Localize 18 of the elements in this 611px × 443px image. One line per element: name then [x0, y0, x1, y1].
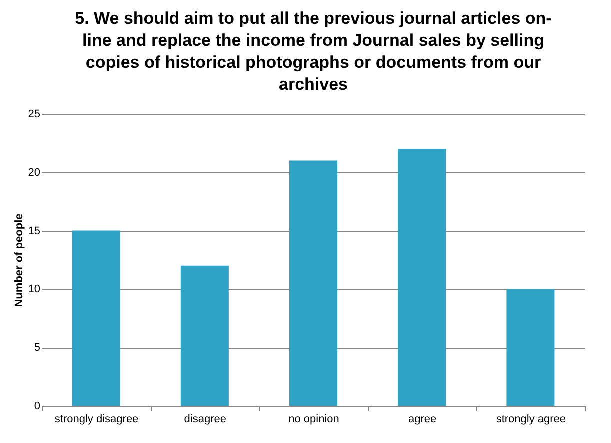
x-tick-label: disagree: [184, 414, 226, 426]
x-tick-label: strongly disagree: [54, 414, 139, 426]
y-tick-label: 20: [28, 166, 40, 179]
y-tick-label: 0: [34, 400, 40, 412]
y-tick-label: 25: [28, 108, 40, 120]
y-tick-label: 15: [28, 225, 40, 238]
bar: [398, 149, 446, 406]
y-axis-title: Number of people: [13, 214, 26, 308]
x-tick-label: no opinion: [288, 414, 340, 426]
bar: [290, 160, 338, 406]
y-tick-label: 10: [28, 284, 40, 296]
chart-title: 5. We should aim to put all the previous journal articles on-line and replace the income from Journal sales by selling copies of historical photographs or documents from our archives: [75, 9, 552, 94]
y-tick-label: 5: [34, 342, 40, 354]
x-tick-label: agree: [408, 414, 437, 426]
x-tick-label: strongly agree: [496, 414, 566, 426]
bar: [180, 266, 229, 406]
bar: [506, 289, 555, 406]
bar: [72, 230, 120, 406]
